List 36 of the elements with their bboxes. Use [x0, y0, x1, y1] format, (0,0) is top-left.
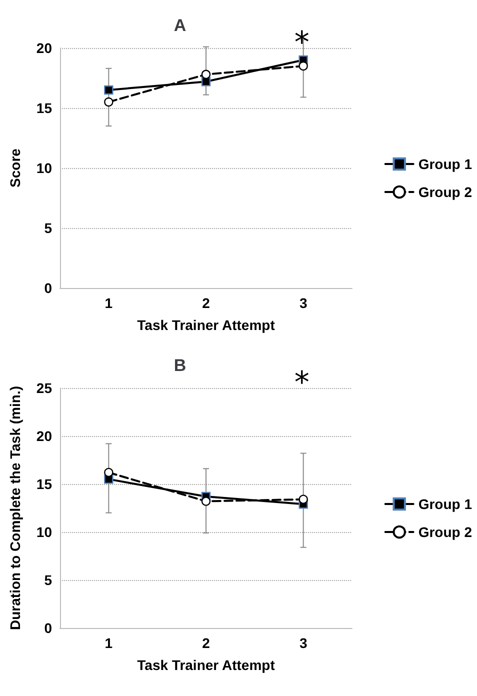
y-tick-label: 25	[36, 380, 52, 396]
legend-label: Group 2	[418, 184, 472, 200]
y-tick-label: 5	[44, 220, 52, 236]
point	[104, 85, 114, 95]
point	[201, 70, 211, 79]
y-tick-label: 0	[44, 620, 52, 636]
legend-label: Group 1	[418, 496, 472, 512]
y-tick-label: 5	[44, 572, 52, 588]
legend-label: Group 2	[418, 524, 472, 540]
chart-title: A	[174, 16, 186, 35]
x-tick-label: 1	[104, 295, 113, 311]
point	[104, 97, 114, 107]
point	[201, 496, 211, 506]
y-tick-label: 15	[36, 100, 52, 116]
x-tick-label: 3	[299, 635, 308, 651]
x-tick-label: 2	[202, 295, 210, 311]
point	[104, 468, 114, 478]
legend-label: Group 1	[418, 156, 472, 172]
chart-title: B	[174, 356, 186, 375]
annotation: *	[294, 366, 310, 400]
x-axis-title: Task Trainer Attempt	[137, 657, 276, 673]
y-tick-label: 10	[36, 160, 52, 176]
y-axis-title: Duration to Complete the Task (min.)	[7, 386, 23, 630]
x-axis-title: Task Trainer Attempt	[137, 317, 276, 333]
point	[298, 494, 308, 504]
y-tick-label: 10	[36, 524, 52, 540]
y-tick-label: 20	[36, 428, 52, 444]
x-tick-label: 1	[104, 635, 113, 651]
x-tick-label: 2	[202, 635, 210, 651]
y-tick-label: 15	[36, 476, 52, 492]
y-axis-title: Score	[7, 148, 23, 188]
y-tick-label: 0	[44, 280, 52, 296]
y-tick-label: 20	[36, 40, 52, 56]
x-tick-label: 3	[299, 295, 308, 311]
point	[298, 61, 308, 71]
annotation: *	[294, 26, 310, 60]
